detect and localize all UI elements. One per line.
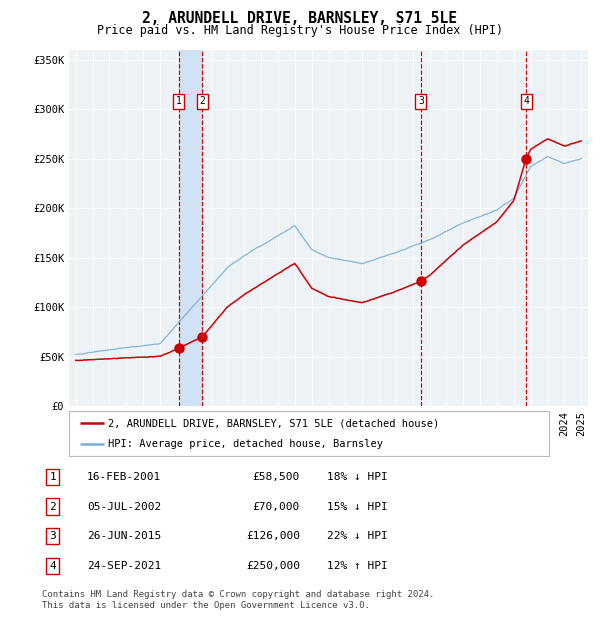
Text: 1: 1 xyxy=(176,96,182,106)
Text: 2, ARUNDELL DRIVE, BARNSLEY, S71 5LE (detached house): 2, ARUNDELL DRIVE, BARNSLEY, S71 5LE (de… xyxy=(109,418,440,428)
Text: £70,000: £70,000 xyxy=(253,502,300,512)
Text: 15% ↓ HPI: 15% ↓ HPI xyxy=(327,502,388,512)
Text: 2: 2 xyxy=(49,502,56,512)
Text: Price paid vs. HM Land Registry's House Price Index (HPI): Price paid vs. HM Land Registry's House … xyxy=(97,24,503,37)
Text: £126,000: £126,000 xyxy=(246,531,300,541)
Text: 12% ↑ HPI: 12% ↑ HPI xyxy=(327,561,388,571)
Text: 3: 3 xyxy=(418,96,424,106)
Text: 4: 4 xyxy=(49,561,56,571)
Text: 2, ARUNDELL DRIVE, BARNSLEY, S71 5LE: 2, ARUNDELL DRIVE, BARNSLEY, S71 5LE xyxy=(143,11,458,25)
Text: 24-SEP-2021: 24-SEP-2021 xyxy=(87,561,161,571)
Text: 05-JUL-2002: 05-JUL-2002 xyxy=(87,502,161,512)
Text: £58,500: £58,500 xyxy=(253,472,300,482)
Text: 4: 4 xyxy=(523,96,529,106)
Text: 3: 3 xyxy=(49,531,56,541)
Text: 26-JUN-2015: 26-JUN-2015 xyxy=(87,531,161,541)
Text: Contains HM Land Registry data © Crown copyright and database right 2024.
This d: Contains HM Land Registry data © Crown c… xyxy=(42,590,434,609)
Bar xyxy=(179,50,202,406)
Text: 1: 1 xyxy=(49,472,56,482)
Text: £250,000: £250,000 xyxy=(246,561,300,571)
Text: 22% ↓ HPI: 22% ↓ HPI xyxy=(327,531,388,541)
Text: 16-FEB-2001: 16-FEB-2001 xyxy=(87,472,161,482)
Text: HPI: Average price, detached house, Barnsley: HPI: Average price, detached house, Barn… xyxy=(109,438,383,449)
Text: 18% ↓ HPI: 18% ↓ HPI xyxy=(327,472,388,482)
Text: 2: 2 xyxy=(199,96,205,106)
